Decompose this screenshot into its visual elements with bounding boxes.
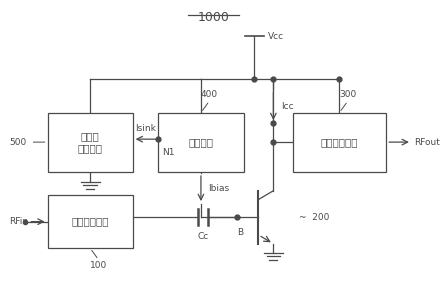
Text: 300: 300	[339, 90, 357, 99]
Text: B: B	[237, 228, 244, 237]
Bar	[158, 113, 244, 172]
Text: 100: 100	[90, 261, 107, 271]
Text: Vcc: Vcc	[268, 32, 284, 41]
Bar	[47, 113, 133, 172]
Text: RFout: RFout	[414, 138, 440, 147]
Bar	[292, 113, 386, 172]
Text: 输出匹配网络: 输出匹配网络	[321, 137, 358, 147]
Text: 偏置电路: 偏置电路	[188, 137, 214, 147]
Text: RFin: RFin	[9, 217, 28, 226]
Text: 过电压
保护电路: 过电压 保护电路	[78, 131, 103, 153]
Text: Cc: Cc	[198, 232, 209, 241]
Text: Isink: Isink	[135, 124, 156, 133]
Text: 1000: 1000	[198, 11, 229, 24]
Text: N1: N1	[163, 148, 175, 157]
Text: 输入匹配网络: 输入匹配网络	[71, 217, 109, 227]
Text: Ibias: Ibias	[209, 184, 230, 193]
Text: 400: 400	[201, 90, 218, 99]
Text: 500: 500	[9, 138, 26, 147]
Text: Icc: Icc	[281, 102, 294, 110]
Text: ~  200: ~ 200	[299, 213, 329, 222]
Bar	[47, 195, 133, 248]
